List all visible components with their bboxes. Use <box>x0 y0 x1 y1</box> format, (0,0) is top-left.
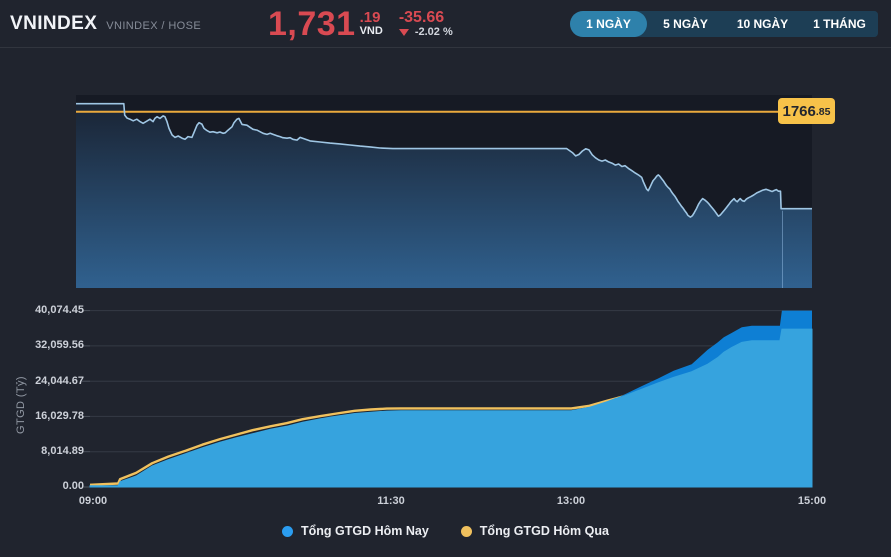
reference-price-label: 1766 .85 <box>778 98 835 124</box>
today-series-dot-icon <box>282 525 294 537</box>
tab-1-thang[interactable]: 1 THÁNG <box>813 17 866 31</box>
x-tick-label: 11:30 <box>377 495 405 507</box>
price-change-value: -35.66 <box>398 9 445 26</box>
x-tick-label: 15:00 <box>797 495 827 507</box>
yesterday-series-dot-icon <box>460 525 472 537</box>
legend: Tổng GTGD Hôm Nay Tổng GTGD Hôm Qua <box>0 524 891 538</box>
tab-5-ngay[interactable]: 5 NGÀY <box>663 17 708 31</box>
legend-item-today[interactable]: Tổng GTGD Hôm Nay <box>282 524 429 538</box>
page-title: VNINDEX <box>10 13 98 34</box>
y-tick-label: 8,014.89 <box>41 445 84 457</box>
x-tick-label: 09:00 <box>78 495 108 507</box>
period-tab-bar: 1 NGÀY 5 NGÀY 10 NGÀY 1 THÁNG <box>570 11 878 37</box>
y-tick-label: 0.00 <box>62 480 84 492</box>
y-tick-label: 40,074.45 <box>35 304 84 316</box>
y-tick-label: 16,029.78 <box>35 410 84 422</box>
reference-price-decimal: .85 <box>815 106 831 118</box>
price-block: 1,731 .19 VND -35.66 -2.02 % <box>268 5 453 43</box>
last-price-integer: 1,731 <box>268 5 356 43</box>
y-tick-label: 32,059.56 <box>35 339 84 351</box>
reference-price-main: 1766 <box>782 102 816 120</box>
price-area-fill <box>76 103 812 288</box>
legend-item-yesterday[interactable]: Tổng GTGD Hôm Qua <box>460 524 609 538</box>
legend-label-yesterday: Tổng GTGD Hôm Qua <box>479 524 609 538</box>
tab-10-ngay[interactable]: 10 NGÀY <box>736 17 789 31</box>
currency-label: VND <box>359 25 383 37</box>
tab-1-ngay[interactable]: 1 NGÀY <box>570 11 647 37</box>
price-line <box>76 102 812 218</box>
x-tick-label: 13:00 <box>556 495 586 507</box>
overlap-value-area-light <box>89 328 813 488</box>
down-arrow-icon <box>398 28 409 36</box>
price-change-percent: -2.02 % <box>414 26 453 38</box>
symbol-exchange-subtitle: VNINDEX / HOSE <box>106 20 202 32</box>
header: VNINDEX VNINDEX / HOSE 1,731 .19 VND -35… <box>0 0 891 48</box>
y-tick-label: 24,044.67 <box>35 375 84 387</box>
last-price-decimal: .19 <box>359 9 381 26</box>
legend-label-today: Tổng GTGD Hôm Nay <box>301 524 429 538</box>
